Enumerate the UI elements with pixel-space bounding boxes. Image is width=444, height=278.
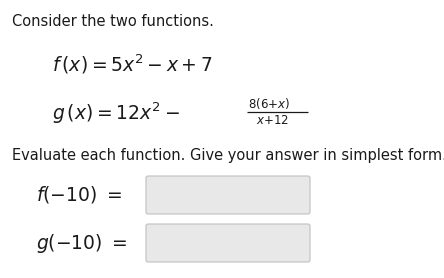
- Text: $f(-10)\ =$: $f(-10)\ =$: [36, 184, 122, 205]
- Text: $x{+}12$: $x{+}12$: [256, 114, 289, 127]
- Text: $f\,(x) = 5x^2 - x + 7$: $f\,(x) = 5x^2 - x + 7$: [52, 52, 213, 76]
- FancyBboxPatch shape: [146, 176, 310, 214]
- Text: $g(-10)\ =$: $g(-10)\ =$: [36, 232, 127, 255]
- FancyBboxPatch shape: [146, 224, 310, 262]
- Text: Evaluate each function. Give your answer in simplest form.: Evaluate each function. Give your answer…: [12, 148, 444, 163]
- Text: $g\,(x) = 12x^2 -$: $g\,(x) = 12x^2 -$: [52, 100, 180, 125]
- Text: Consider the two functions.: Consider the two functions.: [12, 14, 214, 29]
- Text: $8(6{+}x)$: $8(6{+}x)$: [248, 96, 290, 111]
